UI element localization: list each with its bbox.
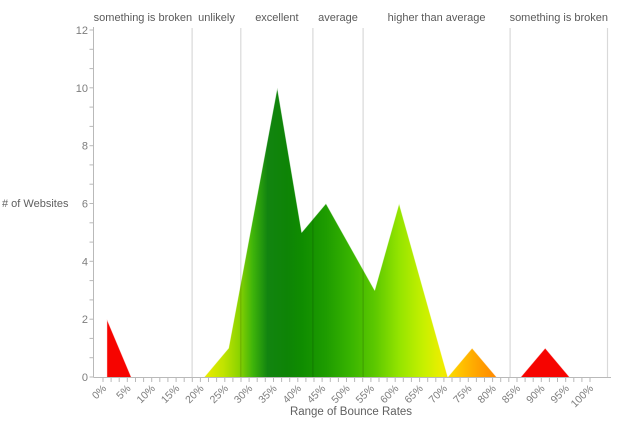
x-tick-label: 90% xyxy=(524,383,547,406)
y-tick-label: 6 xyxy=(82,199,88,211)
x-tick-label: 15% xyxy=(159,383,182,406)
x-tick-label: 85% xyxy=(500,383,523,406)
x-tick-label: 60% xyxy=(378,383,401,406)
x-tick-label: 75% xyxy=(451,383,474,406)
y-tick-label: 12 xyxy=(76,25,88,37)
x-tick-label: 45% xyxy=(305,383,328,406)
y-tick-label: 4 xyxy=(82,256,88,268)
x-tick-label: 10% xyxy=(134,383,157,406)
region-label: unlikely xyxy=(198,12,235,24)
y-axis-title: # of Websites xyxy=(2,198,69,210)
region-label: excellent xyxy=(255,12,298,24)
x-tick-label: 0% xyxy=(90,383,109,402)
y-tick-label: 2 xyxy=(82,314,88,326)
y-tick-label: 0 xyxy=(82,372,88,384)
x-tick-label: 70% xyxy=(427,383,450,406)
x-tick-label: 25% xyxy=(208,383,231,406)
x-tick-label: 55% xyxy=(354,383,377,406)
x-axis-title: Range of Bounce Rates xyxy=(290,406,412,418)
x-tick-label: 65% xyxy=(402,383,425,406)
x-tick-label: 40% xyxy=(281,383,304,406)
region-label: higher than average xyxy=(388,12,486,24)
x-tick-label: 35% xyxy=(256,383,279,406)
y-tick-label: 8 xyxy=(82,141,88,153)
region-label: average xyxy=(318,12,358,24)
x-tick-label: 20% xyxy=(183,383,206,406)
y-tick-label: 10 xyxy=(76,83,88,95)
x-tick-label: 100% xyxy=(569,383,596,410)
x-tick-label: 80% xyxy=(475,383,498,406)
region-label: something is broken xyxy=(94,12,192,24)
x-tick-label: 50% xyxy=(329,383,352,406)
x-tick-label: 5% xyxy=(114,383,133,402)
bounce-distribution-area xyxy=(106,87,595,378)
x-tick-label: 30% xyxy=(232,383,255,406)
region-label: something is broken xyxy=(510,12,608,24)
